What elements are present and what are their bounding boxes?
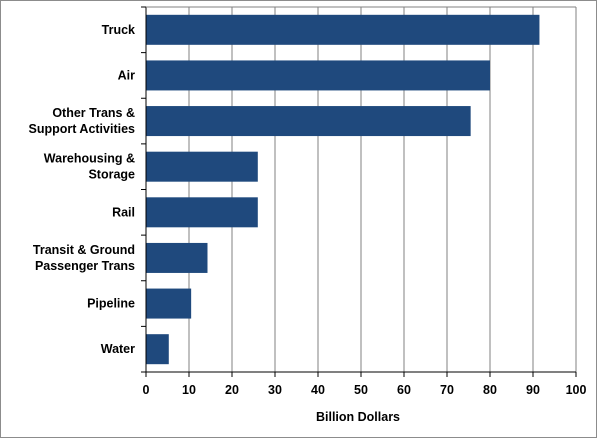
bars [146,14,540,365]
x-tick-label: 70 [440,383,454,397]
x-tick-label: 10 [182,383,196,397]
x-tick-label: 100 [566,383,587,397]
bar [146,151,258,182]
bar [146,334,169,365]
category-label-line: Transit & Ground [33,243,135,257]
bar [146,242,208,273]
x-tick-labels: 0 10 20 30 40 50 60 70 80 90 100 [143,383,587,397]
bar [146,106,471,137]
x-tick-label: 30 [268,383,282,397]
category-label: Warehousing & Storage [44,152,135,182]
category-label: Rail [112,205,135,219]
category-label-line: Air [118,68,136,82]
x-tick-label: 20 [225,383,239,397]
category-label-line: Support Activities [29,122,136,136]
category-label-line: Truck [102,23,135,37]
category-label: Pipeline [87,297,135,311]
category-label-line: Rail [112,205,135,219]
x-tick-label: 60 [397,383,411,397]
x-tick-label: 40 [311,383,325,397]
category-labels: Truck Air Other Trans & Support Activities W… [29,23,136,356]
category-label: Transit & Ground Passenger Trans [33,243,135,273]
category-label-line: Water [101,342,135,356]
bar [146,197,258,228]
category-label: Other Trans & Support Activities [29,106,136,136]
category-label-line: Pipeline [87,297,135,311]
category-label: Water [101,342,135,356]
category-label-line: Warehousing & [44,152,135,166]
bar [146,288,192,319]
category-label-line: Other Trans & [52,106,135,120]
bar [146,14,540,45]
axes [141,6,577,377]
x-tick-label: 50 [354,383,368,397]
x-tick-label: 0 [143,383,150,397]
category-label-line: Storage [88,168,135,182]
bar [146,60,490,91]
category-label-line: Passenger Trans [35,259,135,273]
category-label: Truck [102,23,135,37]
x-tick-label: 90 [526,383,540,397]
x-axis-title: Billion Dollars [316,410,400,424]
x-tick-label: 80 [483,383,497,397]
category-label: Air [118,68,136,82]
